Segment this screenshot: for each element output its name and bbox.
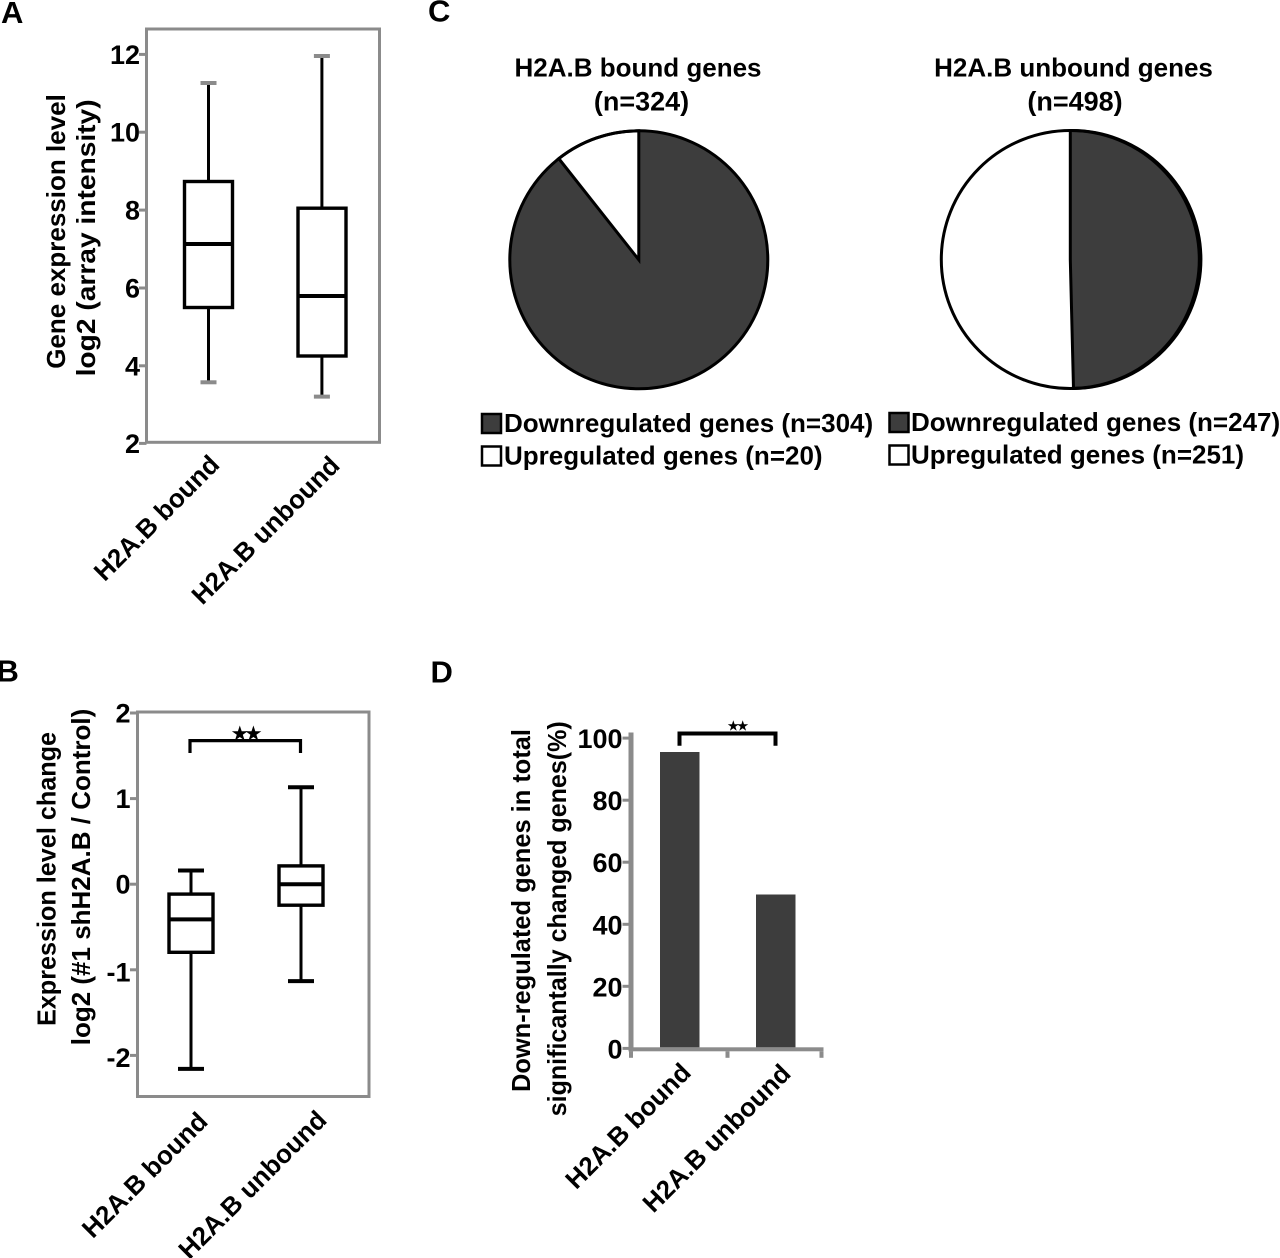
svg-text:12: 12 xyxy=(110,40,140,70)
svg-text:log2 (array intensity): log2 (array intensity) xyxy=(71,99,101,376)
svg-text:(n=324): (n=324) xyxy=(594,87,689,117)
svg-text:C: C xyxy=(428,0,450,29)
svg-text:10: 10 xyxy=(110,118,140,148)
svg-text:significantally changed genes(: significantally changed genes(%) xyxy=(542,721,572,1116)
svg-text:(n=498): (n=498) xyxy=(1027,87,1122,117)
svg-text:40: 40 xyxy=(592,910,622,940)
svg-text:2: 2 xyxy=(125,429,140,459)
svg-text:log2 (#1 shH2A.B / Control): log2 (#1 shH2A.B / Control) xyxy=(66,709,96,1046)
svg-text:H2A.B bound: H2A.B bound xyxy=(88,449,226,587)
svg-text:4: 4 xyxy=(125,351,140,381)
svg-text:A: A xyxy=(1,0,23,30)
svg-text:Downregulated genes (n=247): Downregulated genes (n=247) xyxy=(911,407,1280,437)
svg-text:60: 60 xyxy=(592,848,622,878)
svg-text:-2: -2 xyxy=(106,1043,130,1073)
svg-text:80: 80 xyxy=(592,786,622,816)
svg-text:Upregulated genes (n=251): Upregulated genes (n=251) xyxy=(911,440,1244,470)
svg-text:Upregulated genes (n=20): Upregulated genes (n=20) xyxy=(504,441,823,471)
svg-text:-1: -1 xyxy=(106,957,130,987)
svg-text:2: 2 xyxy=(115,699,130,729)
svg-text:Expression level change: Expression level change xyxy=(32,732,62,1026)
svg-text:Downregulated genes (n=304): Downregulated genes (n=304) xyxy=(504,408,873,438)
svg-text:H2A.B unbound genes: H2A.B unbound genes xyxy=(934,53,1213,83)
svg-text:8: 8 xyxy=(125,196,140,226)
svg-text:H2A.B bound genes: H2A.B bound genes xyxy=(514,53,761,83)
svg-text:6: 6 xyxy=(125,274,140,304)
svg-text:20: 20 xyxy=(592,972,622,1002)
svg-text:Down-regulated genes in total: Down-regulated genes in total xyxy=(506,729,536,1092)
svg-text:100: 100 xyxy=(577,724,622,754)
svg-text:0: 0 xyxy=(115,870,130,900)
svg-text:1: 1 xyxy=(115,784,130,814)
svg-text:0: 0 xyxy=(607,1034,622,1064)
svg-text:D: D xyxy=(431,655,453,690)
svg-text:B: B xyxy=(0,654,19,689)
svg-text:Gene expression level: Gene expression level xyxy=(41,94,71,369)
